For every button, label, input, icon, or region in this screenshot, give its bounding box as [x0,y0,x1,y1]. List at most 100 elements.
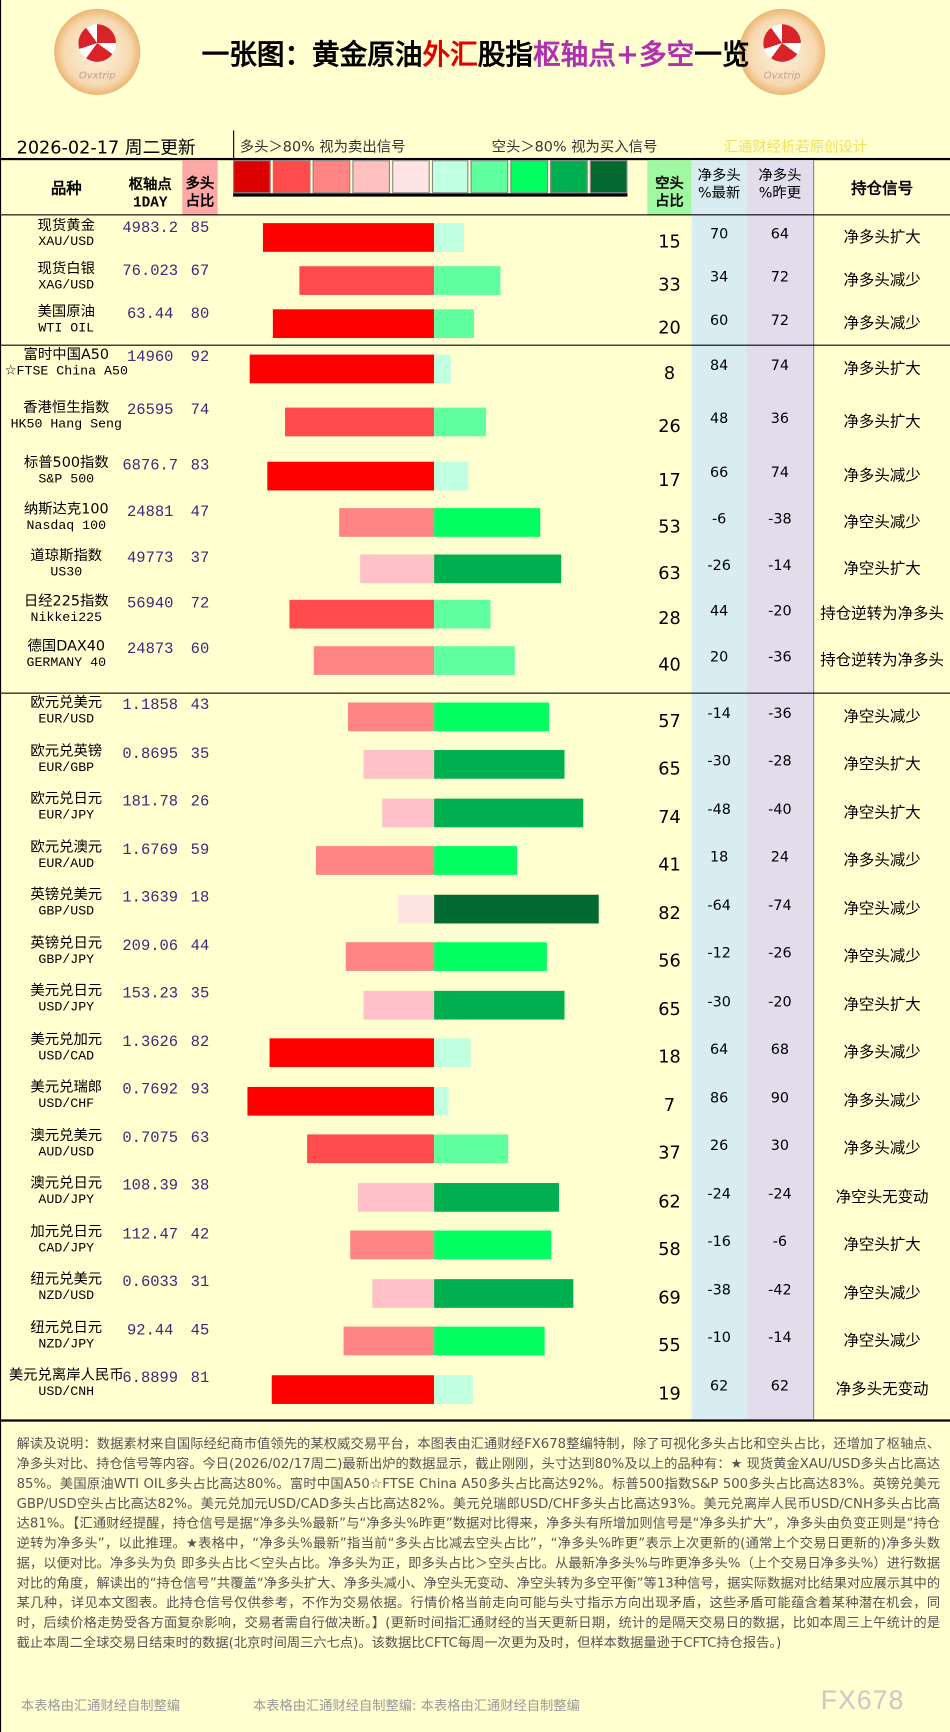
long-bar [267,461,435,491]
col-header-net-now-sub: %最新 [697,185,741,203]
pivot-value: 76.023 [122,262,179,281]
instrument-cn: 美元兑离岸人民币 [8,1367,124,1385]
long-percent: 82 [190,1033,210,1052]
update-date: 2026-02-17 周二更新 [16,136,196,158]
pivot-value: 14960 [127,349,174,367]
group-divider [1,692,950,694]
net-long-latest: 64 [710,1041,729,1059]
instrument-name: 道琼斯指数 US30 [1,548,131,581]
short-bar [434,798,583,828]
col-header-long-label: 多头 [185,175,215,193]
position-signal: 净多头减少 [843,1092,921,1110]
short-bar [434,461,469,491]
instrument-name: 欧元兑澳元 EUR/AUD [1,839,131,872]
short-bar [434,646,515,675]
short-bar [434,846,517,876]
net-long-latest: -30 [707,993,731,1011]
short-percent: 40 [658,653,681,675]
net-long-previous: 90 [770,1089,790,1107]
instrument-cn: 美元兑瑞郎 [30,1079,103,1096]
long-bar [271,1375,435,1404]
net-long-latest: 70 [710,225,729,243]
net-long-latest: 48 [710,410,729,428]
long-percent: 63 [190,1129,210,1148]
long-bar [315,846,435,876]
short-bar [434,1086,449,1116]
long-percent: 45 [190,1321,210,1340]
long-percent: 59 [190,841,210,859]
instrument-name: 澳元兑日元 AUD/JPY [1,1175,131,1208]
long-percent: 83 [190,457,210,475]
short-percent: 7 [663,1094,676,1116]
instrument-name: 美元兑加元 USD/CAD [1,1031,131,1064]
short-bar [434,942,547,972]
footer-explanation: 解读及说明：数据素材来自国际经纪商市值领先的某权威交易平台，本图表由汇通财经FX… [16,1435,941,1651]
logo-text: Ovxtrip [78,70,116,82]
position-signal: 净空头减少 [843,513,921,532]
pivot-value: 63.44 [127,305,174,324]
instrument-name: 纳斯达克100 Nasdaq 100 [1,501,131,534]
short-bar [434,508,541,537]
pivot-value: 26595 [127,402,174,420]
net-long-previous: 36 [770,410,790,428]
col-header-short-sub: 占比 [655,193,684,210]
long-bar [247,1086,435,1116]
position-signal: 持仓逆转为净多头 [820,651,944,670]
instrument-cn: 美国原油 [37,303,96,321]
pivot-value: 0.7692 [122,1081,179,1100]
table-row: 德国DAX40 GERMANY 40 24873 60 40 20 -36 持仓逆转为净多头 [1,636,950,692]
long-percent: 31 [190,1273,210,1292]
table-row: 富时中国A50 ☆FTSE China A50 14960 92 8 84 74 净多头扩大 [1,345,950,398]
long-percent: 35 [190,985,210,1003]
table-row: 现货黄金 XAU/USD 4983.2 85 15 70 64 净多头扩大 [1,215,950,258]
pivot-value: 49773 [127,550,174,568]
legend-swatch [233,160,271,194]
long-percent: 35 [190,745,210,763]
long-bar [269,1038,435,1068]
instrument-cn: 英镑兑美元 [30,886,103,904]
col-header-net-now: 净多头 %最新 [692,168,747,203]
long-bar [263,222,435,252]
instrument-cn: 富时中国A50 [23,346,110,364]
net-long-latest: -14 [707,705,731,723]
short-percent: 65 [658,758,681,780]
instrument-cn: 欧元兑英镑 [30,742,103,760]
position-signal: 净空头扩大 [843,996,921,1014]
pivot-value: 0.6033 [122,1273,179,1292]
instrument-cn: 澳元兑日元 [30,1175,103,1192]
long-bar [371,1278,435,1308]
instrument-cn: 英镑兑日元 [30,935,103,952]
long-percent: 67 [190,262,210,281]
long-bar [381,798,435,828]
instrument-name: 德国DAX40 GERMANY 40 [1,638,131,671]
instrument-symbol: USD/CHF [38,1095,95,1112]
net-long-previous: 30 [770,1138,790,1155]
col-header-net-now-label: 净多头 [697,167,741,185]
pivot-value: 181.78 [122,793,179,811]
net-long-latest: 20 [710,649,729,667]
net-long-previous: 64 [770,225,790,243]
long-bar [357,1182,435,1212]
long-bar [249,354,435,384]
instrument-name: 美国原油 WTI OIL [1,304,131,337]
instrument-cn: 现货黄金 [37,217,96,235]
title-part: 股指 [477,38,534,71]
short-percent: 8 [663,362,676,384]
instrument-symbol: US30 [50,564,83,580]
instrument-cn: 德国DAX40 [27,638,106,656]
legend-swatch [590,160,628,194]
instrument-name: 英镑兑美元 GBP/USD [1,887,131,920]
long-percent: 93 [190,1081,210,1100]
instrument-symbol: WTI OIL [38,320,95,336]
instrument-name: 现货白银 XAG/USD [1,261,131,294]
short-percent: 19 [658,1382,681,1404]
table-row: 加元兑日元 CAD/JPY 112.47 42 58 -16 -6 净空头扩大 [1,1221,950,1269]
net-long-latest: -16 [707,1234,731,1251]
long-bar [289,599,435,628]
pivot-value: 6876.7 [122,457,179,475]
net-long-latest: -12 [707,945,731,963]
net-long-previous: -20 [768,602,792,620]
instrument-symbol: CAD/JPY [38,1239,95,1256]
position-signal: 净空头减少 [843,899,921,918]
legend-swatch [352,160,390,194]
